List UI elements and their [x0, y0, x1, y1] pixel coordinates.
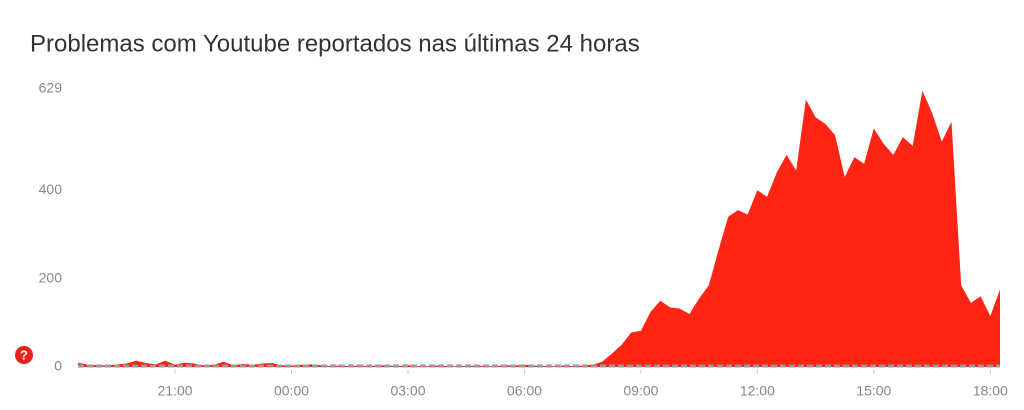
- x-tick-label: 21:00: [158, 383, 193, 399]
- y-tick-label: 629: [39, 80, 63, 96]
- x-tick-label: 15:00: [856, 383, 891, 399]
- x-tick-label: 00:00: [274, 383, 309, 399]
- x-tick-label: 18:00: [973, 383, 1008, 399]
- x-tick-label: 03:00: [390, 383, 425, 399]
- x-tick-label: 06:00: [507, 383, 542, 399]
- help-text[interactable]: ?: [20, 347, 28, 362]
- area: [78, 90, 1000, 367]
- help-icon[interactable]: ?: [15, 346, 33, 364]
- chart-title: Problemas com Youtube reportados nas últ…: [30, 30, 640, 57]
- y-tick-label: 0: [54, 358, 62, 374]
- y-tick-label: 200: [39, 269, 63, 285]
- x-tick-label: 09:00: [623, 383, 658, 399]
- y-tick-label: 400: [39, 181, 63, 197]
- x-tick-label: 12:00: [740, 383, 775, 399]
- help-circle[interactable]: [15, 346, 33, 364]
